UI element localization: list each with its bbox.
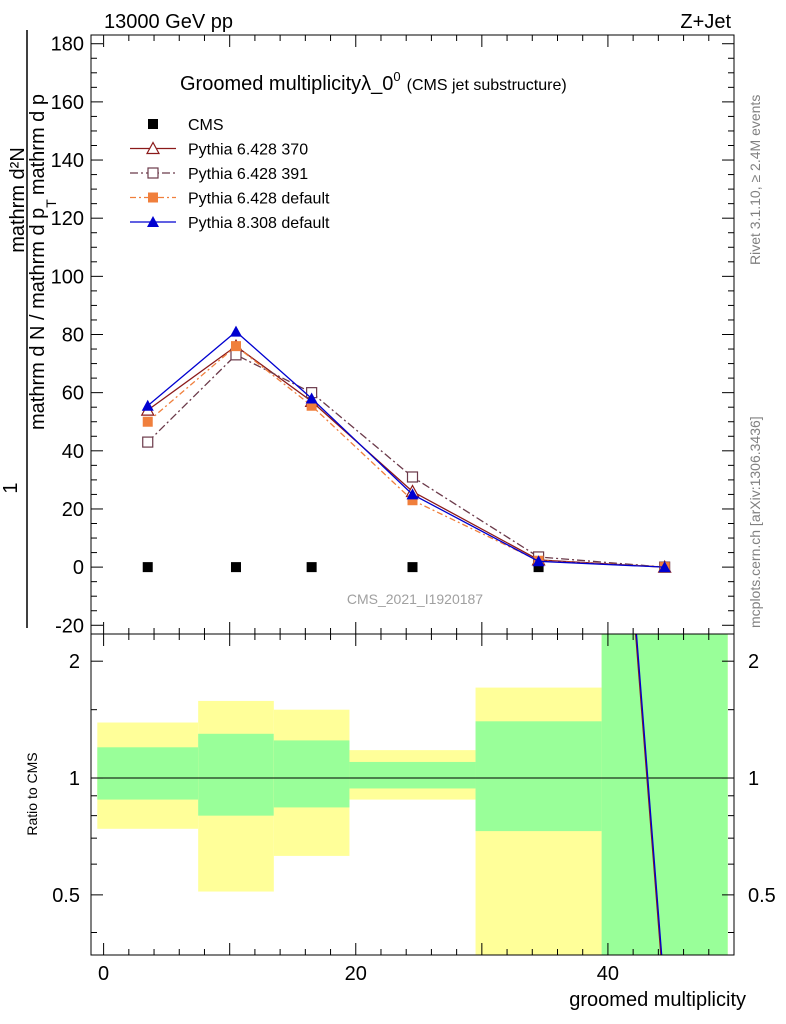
ratio-band-green [601, 634, 728, 955]
y-tick-label: 160 [51, 92, 84, 114]
y-tick-label: 60 [62, 383, 84, 405]
data-point [230, 562, 241, 573]
ratio-tick-label-right: 2 [748, 651, 759, 673]
legend-marker [148, 192, 158, 203]
series-layer [140, 325, 672, 573]
x-axis-label: groomed multiplicity [569, 989, 746, 1011]
y-tick-label: 80 [62, 325, 84, 347]
y-axis-label: 1 mathrm d²N mathrm d N / mathrm d pTmat… [0, 30, 59, 628]
ratio-band-green [97, 747, 199, 800]
watermark-label: CMS_2021_I1920187 [347, 591, 483, 607]
ratio-band-green [198, 733, 274, 816]
data-point [306, 562, 317, 573]
data-point [142, 562, 153, 573]
x-tick-label: 40 [597, 963, 619, 985]
y-label-denominator: mathrm d N / mathrm d pTmathrm d p [27, 94, 59, 430]
legend-label: Pythia 8.308 default [188, 215, 330, 232]
data-point [230, 341, 241, 352]
data-point [658, 561, 671, 573]
y-tick-label: -20 [55, 615, 84, 637]
y-tick-label: 140 [51, 150, 84, 172]
ratio-tick-label-right: 0.5 [748, 885, 776, 907]
ratio-tick-label-right: 1 [748, 768, 759, 790]
chart-title: Groomed multiplicityλ_00(CMS jet substru… [180, 69, 567, 95]
data-point [407, 562, 418, 573]
series-line [147, 330, 665, 568]
legend-label: Pythia 6.428 391 [188, 166, 308, 183]
data-point [406, 471, 419, 483]
series-3 [142, 341, 670, 573]
ratio-band-green [349, 761, 476, 789]
ratio-axis-label: Ratio to CMS [24, 752, 40, 835]
ratio-tick-label-left: 2 [69, 651, 80, 673]
header-left-label: 13000 GeV pp [104, 11, 233, 33]
legend-marker [148, 119, 158, 129]
ratio-tick-label-left: 0.5 [52, 885, 80, 907]
data-point [533, 562, 544, 573]
x-tick-label: 0 [98, 963, 109, 985]
data-point [229, 325, 242, 337]
series-line [147, 345, 665, 568]
data-point [532, 555, 545, 567]
y-tick-label: 0 [73, 557, 84, 579]
legend-label: Pythia 6.428 default [188, 191, 330, 208]
y-label-numerator: mathrm d²N [7, 147, 29, 253]
data-point [141, 399, 154, 411]
rivet-label: Rivet 3.1.10, ≥ 2.4M events [747, 95, 763, 265]
y-tick-label: 120 [51, 208, 84, 230]
y-tick-label: 180 [51, 34, 84, 56]
ratio-band-green [475, 721, 602, 832]
ratio-band-green [273, 740, 350, 808]
series-line [147, 354, 665, 568]
data-point [407, 495, 418, 506]
ratio-bands [91, 633, 734, 956]
legend-marker [147, 216, 159, 227]
series-line [147, 345, 665, 568]
header-right-label: Z+Jet [680, 11, 731, 33]
y-tick-label: 100 [51, 266, 84, 288]
legend-label: Pythia 6.428 370 [188, 142, 308, 159]
legend-label: CMS [188, 117, 224, 134]
mcplots-label: mcplots.cern.ch [arXiv:1306.3436] [747, 416, 763, 628]
series-2 [142, 349, 671, 573]
x-tick-label: 20 [345, 963, 367, 985]
data-point [142, 416, 153, 427]
data-point [406, 488, 419, 500]
y-tick-label: 40 [62, 441, 84, 463]
ratio-line-8308 [635, 633, 663, 956]
data-point [305, 392, 318, 404]
ratio-frame [90, 633, 735, 956]
series-1 [140, 338, 672, 573]
ratio-tick-label-left: 1 [69, 768, 80, 790]
legend-marker [145, 141, 161, 155]
y-tick-label: 20 [62, 499, 84, 521]
data-point [306, 400, 317, 411]
data-point [230, 349, 242, 361]
legend-marker [147, 167, 159, 179]
data-point [142, 436, 154, 448]
axes: 0 20 40 -20 0 20 40 60 80 100 120 140 160 180 0.5 0.5 1 1… [51, 34, 776, 985]
legend: CMS Pythia 6.428 370 Pythia 6.428 391 Pythi… [130, 117, 330, 232]
y-label-numerator-one: 1 [0, 482, 22, 493]
series-4 [141, 325, 671, 573]
ratio-line-370 [635, 633, 662, 956]
